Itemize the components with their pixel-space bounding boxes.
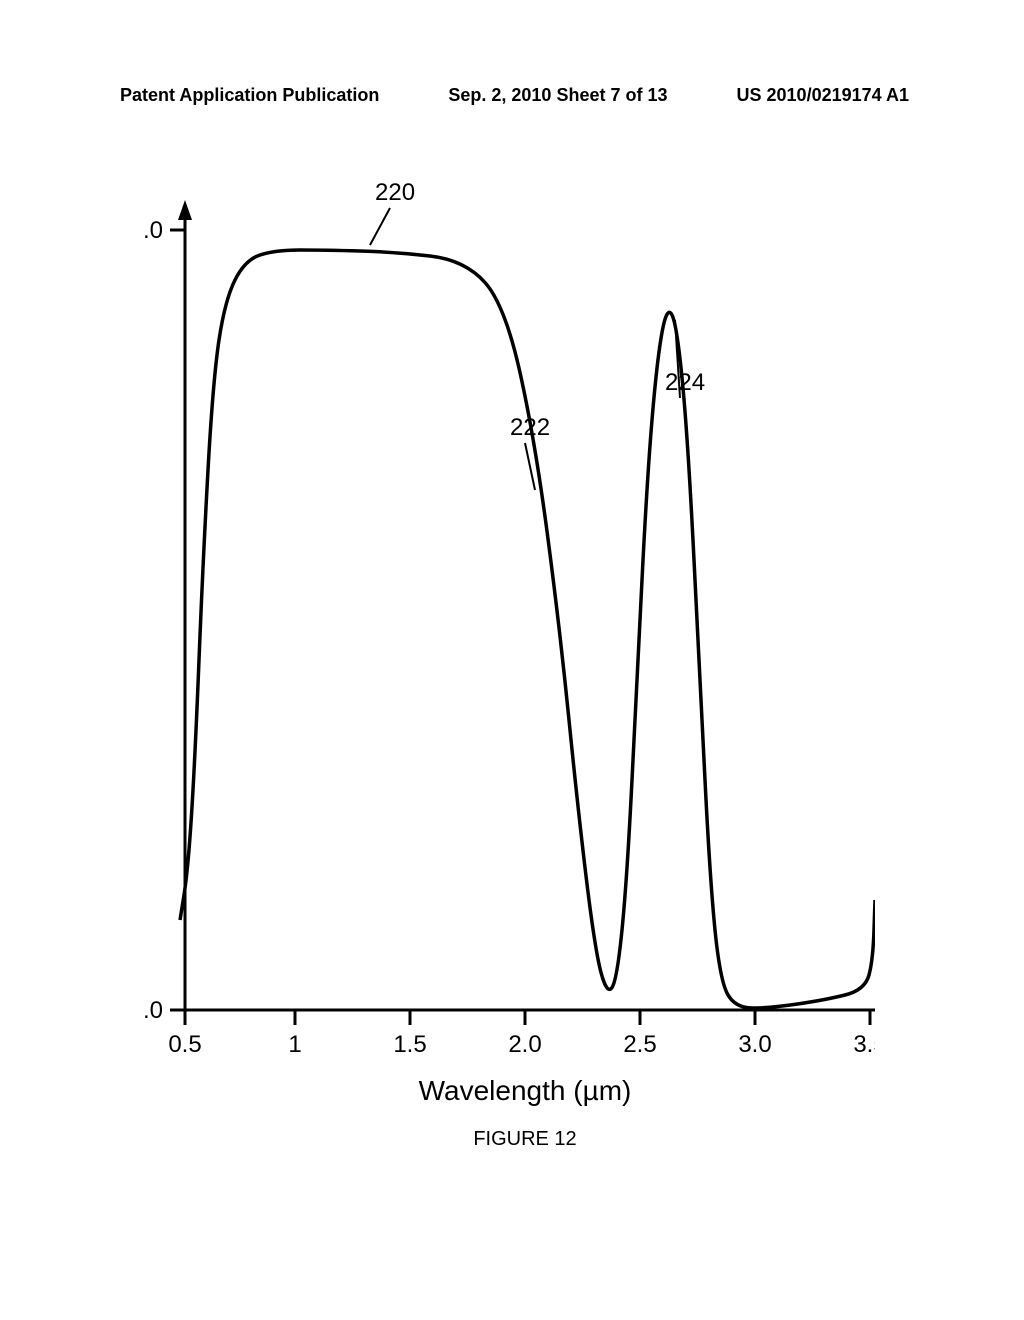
x-axis-label: Wavelength (µm) [419, 1075, 632, 1106]
x-tick-label: 2.5 [623, 1031, 656, 1058]
header-right: US 2010/0219174 A1 [737, 85, 909, 106]
y-tick-label: 0.0 [145, 997, 163, 1024]
reflectivity-curve [180, 250, 875, 1008]
figure-label: FIGURE 12 [473, 1128, 576, 1150]
page-header: Patent Application Publication Sep. 2, 2… [0, 85, 1024, 106]
x-tick-label: 3.0 [738, 1031, 771, 1058]
annotation-leader [370, 208, 390, 245]
header-left: Patent Application Publication [120, 85, 379, 106]
x-tick-label: 0.5 [168, 1031, 201, 1058]
x-tick-label: 1.5 [393, 1031, 426, 1058]
y-tick-label: 1.0 [145, 217, 163, 244]
annotations: 220 222 224 [370, 180, 705, 490]
header-center: Sep. 2, 2010 Sheet 7 of 13 [448, 85, 667, 106]
x-tick-label: 2.0 [508, 1031, 541, 1058]
x-tick-label: 1 [288, 1031, 301, 1058]
annotation-label: 222 [510, 414, 550, 441]
chart-container: 0.5 1 1.5 2.0 2.5 3.0 3.5 0.0 1.0 220 222 224 Wav… [145, 180, 875, 1160]
annotation-label: 220 [375, 180, 415, 206]
annotation-label: 224 [665, 369, 705, 396]
reflectivity-chart: 0.5 1 1.5 2.0 2.5 3.0 3.5 0.0 1.0 220 222 224 Wav… [145, 180, 875, 1160]
x-ticks: 0.5 1 1.5 2.0 2.5 3.0 3.5 [168, 1010, 875, 1058]
x-tick-label: 3.5 [853, 1031, 875, 1058]
y-ticks: 0.0 1.0 [145, 217, 185, 1024]
y-axis-arrow [178, 200, 192, 220]
